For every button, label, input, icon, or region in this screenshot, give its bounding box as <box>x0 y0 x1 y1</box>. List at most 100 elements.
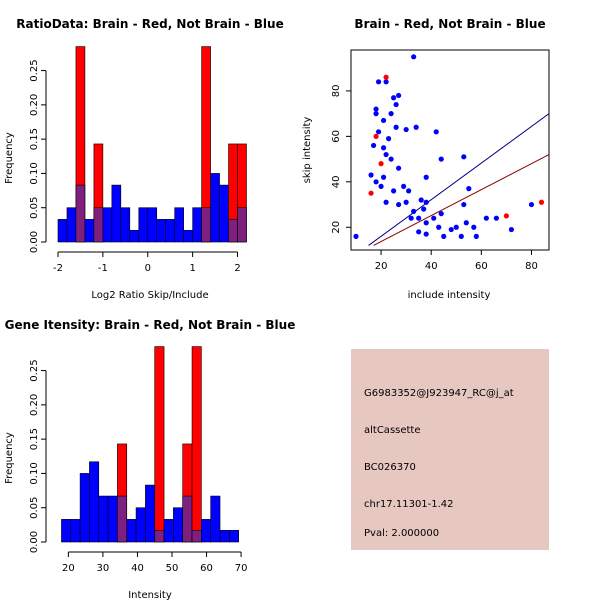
scatter-point-not-brain <box>418 197 424 203</box>
ratio-histogram-y-tick-label: 0.20 <box>29 94 40 116</box>
info-pval: Pval: 2.000000 <box>364 528 439 539</box>
scatter-point-not-brain <box>453 224 459 230</box>
scatter-point-not-brain <box>353 233 359 239</box>
scatter-y-tick-label: 20 <box>331 221 342 234</box>
ratio-histogram-y-tick-label: 0.25 <box>29 59 40 81</box>
gene-histogram-bar-brain <box>191 346 202 543</box>
gene-histogram-bar-not-brain <box>145 484 156 543</box>
scatter-point-not-brain <box>396 201 402 208</box>
scatter-point-not-brain <box>436 224 442 230</box>
ratio-histogram-bar-not-brain <box>66 207 77 243</box>
scatter-point-not-brain <box>458 233 464 239</box>
scatter-point-not-brain <box>373 179 379 185</box>
scatter-point-not-brain <box>438 211 444 217</box>
gene-histogram-y-tick-label: 0.10 <box>29 462 40 484</box>
scatter-point-not-brain <box>423 231 429 237</box>
ratio-histogram-x-tick-label: 2 <box>234 263 240 274</box>
scatter-point-not-brain <box>401 183 407 189</box>
ratio-histogram-bar-overlap <box>75 184 86 243</box>
ratio-histogram-ylabel: Frequency <box>4 132 15 184</box>
gene-histogram-bar-overlap <box>182 495 193 543</box>
scatter-point-not-brain <box>388 111 394 117</box>
scatter-point-not-brain <box>393 124 399 130</box>
gene-histogram-bar-brain <box>154 346 165 543</box>
scatter-point-not-brain <box>393 101 399 108</box>
ratio-histogram-y-tick-label: 0.05 <box>29 197 40 219</box>
gene-histogram-bar-overlap <box>191 530 202 543</box>
scatter-point-brain <box>383 74 389 80</box>
scatter-point-brain <box>373 133 379 139</box>
scatter-point-not-brain <box>373 106 379 112</box>
gene-histogram-xlabel: Intensity <box>128 590 172 600</box>
ratio-histogram-y-tick-label: 0.00 <box>29 231 40 253</box>
ratio-histogram-bar-not-brain <box>219 184 229 243</box>
scatter-ylabel: skip intensity <box>302 117 313 184</box>
scatter-point-not-brain <box>380 117 387 124</box>
gene-histogram-bar-not-brain <box>163 519 174 543</box>
scatter-x-tick-label: 20 <box>375 261 388 272</box>
ratio-histogram-bar-not-brain <box>183 230 193 243</box>
gene-histogram-bar-overlap <box>154 530 165 543</box>
ratio-histogram-bar-not-brain <box>147 207 158 243</box>
ratio-histogram-bar-not-brain <box>210 173 220 243</box>
ratio-histogram-x-tick-label: -2 <box>53 263 63 274</box>
scatter-point-not-brain <box>378 183 384 189</box>
info-panel: G6983352@J923947_RC@j_at altCassette BC0… <box>351 349 549 550</box>
gene-histogram-x-tick-label: 40 <box>131 563 144 574</box>
ratio-histogram-bar-not-brain <box>192 207 202 243</box>
gene-histogram-y-tick-label: 0.05 <box>29 497 40 519</box>
scatter-point-not-brain <box>528 201 535 208</box>
scatter-fit-line-not-brain <box>368 113 549 246</box>
gene-histogram-bar-not-brain <box>61 519 72 543</box>
gene-histogram-bar-not-brain <box>126 519 137 543</box>
scatter-point-not-brain <box>396 92 402 99</box>
scatter-point-not-brain <box>441 233 447 239</box>
scatter-point-not-brain <box>461 154 467 160</box>
gene-histogram-bar-not-brain <box>210 495 221 543</box>
gene-histogram-bar-not-brain <box>201 519 211 543</box>
gene-histogram-bar-not-brain <box>219 530 230 543</box>
gene-histogram-y-tick-label: 0.25 <box>29 359 40 381</box>
ratio-histogram-bar-not-brain <box>102 207 113 243</box>
scatter-point-not-brain <box>375 129 382 135</box>
ratio-histogram-y-tick-label: 0.10 <box>29 162 40 184</box>
info-probe-id: G6983352@J923947_RC@j_at <box>364 388 514 399</box>
ratio-histogram-bar-overlap <box>93 207 104 243</box>
scatter-y-tick-label: 40 <box>331 175 342 188</box>
info-event-type: altCassette <box>364 425 421 436</box>
scatter-title: Brain - Red, Not Brain - Blue <box>354 17 545 31</box>
scatter-point-not-brain <box>413 124 419 130</box>
scatter-fit-line-brain <box>373 154 549 246</box>
scatter-point-not-brain <box>375 79 382 85</box>
scatter-x-tick-label: 80 <box>525 261 538 272</box>
ratio-histogram-bar-not-brain <box>84 219 95 243</box>
scatter-point-not-brain <box>380 145 387 151</box>
scatter-point-not-brain <box>431 215 437 221</box>
gene-histogram-x-tick-label: 30 <box>97 563 110 574</box>
gene-histogram-bar-not-brain <box>79 473 90 543</box>
gene-histogram-bar-not-brain <box>89 461 100 543</box>
scatter-point-brain <box>503 213 509 219</box>
gene-histogram-bar-not-brain <box>70 519 81 543</box>
ratio-histogram-x-tick-label: 0 <box>145 263 151 274</box>
scatter-point-not-brain <box>433 129 439 135</box>
ratio-histogram-x-tick-label: 1 <box>189 263 195 274</box>
scatter-point-brain <box>368 190 374 196</box>
ratio-histogram: RatioData: Brain - Red, Not Brain - Blue… <box>4 17 284 301</box>
scatter-point-not-brain <box>391 95 397 101</box>
ratio-histogram-bar-not-brain <box>165 219 175 243</box>
scatter-frame <box>350 49 550 251</box>
gene-histogram-title: Gene Itensity: Brain - Red, Not Brain - … <box>5 318 296 332</box>
scatter-point-not-brain <box>463 220 469 226</box>
scatter-point-not-brain <box>403 199 409 205</box>
gene-histogram-x-tick-label: 20 <box>62 563 75 574</box>
scatter-point-not-brain <box>423 220 429 226</box>
ratio-histogram-bar-not-brain <box>57 219 68 243</box>
scatter-x-tick-label: 60 <box>475 261 488 272</box>
scatter-y-tick-label: 60 <box>331 130 342 143</box>
ratio-histogram-bar-not-brain <box>129 230 140 243</box>
gene-histogram-y-tick-label: 0.20 <box>29 394 40 416</box>
scatter-point-not-brain <box>370 142 377 149</box>
ratio-histogram-bar-not-brain <box>120 207 131 243</box>
ratio-histogram-bar-overlap <box>228 219 238 243</box>
